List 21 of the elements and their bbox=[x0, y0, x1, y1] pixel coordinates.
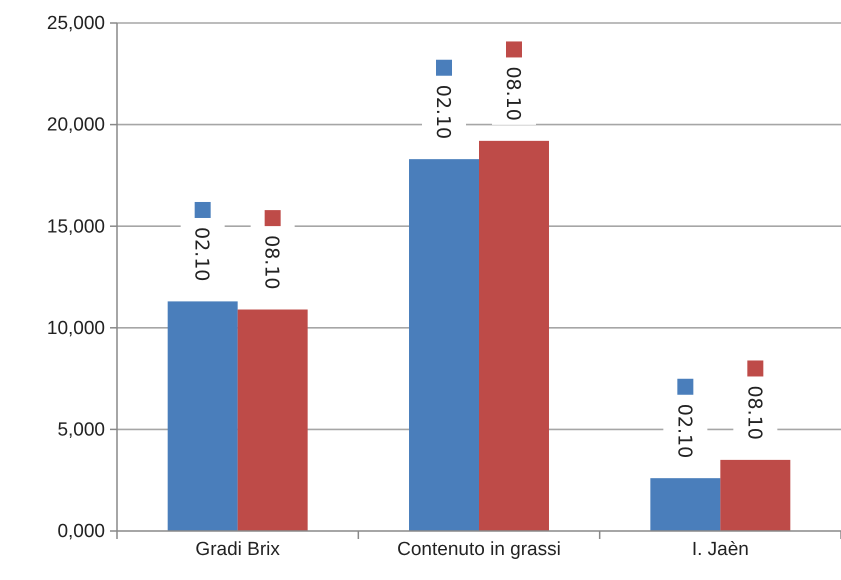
x-tick-label: Contenuto in grassi bbox=[397, 538, 561, 560]
bar bbox=[479, 140, 549, 531]
legend-label: 02.10 bbox=[190, 226, 213, 282]
x-tick-label: I. Jaèn bbox=[692, 538, 749, 560]
y-tick-label: 25,000 bbox=[46, 13, 105, 34]
legend-label: 08.10 bbox=[260, 235, 283, 290]
y-tick-label: 5,000 bbox=[57, 419, 105, 440]
x-tick-label: Gradi Brix bbox=[195, 538, 280, 560]
text: 08.10 bbox=[743, 385, 766, 440]
bar bbox=[409, 159, 479, 531]
bar bbox=[168, 301, 238, 531]
bar bbox=[720, 460, 790, 531]
y-tick-label: 0,000 bbox=[57, 521, 105, 542]
text: 02.10 bbox=[673, 404, 696, 458]
text: 02.10 bbox=[432, 84, 454, 140]
y-tick-label: 15,000 bbox=[46, 216, 105, 238]
text: 08.10 bbox=[502, 66, 524, 121]
bar bbox=[238, 310, 308, 531]
bar bbox=[650, 478, 720, 531]
y-tick-label: 10,000 bbox=[46, 318, 105, 339]
y-tick-label: 20,000 bbox=[46, 114, 105, 136]
